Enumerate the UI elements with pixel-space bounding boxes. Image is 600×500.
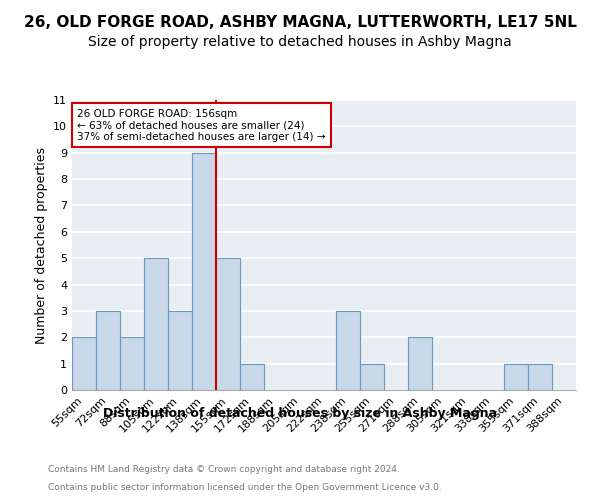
Text: Size of property relative to detached houses in Ashby Magna: Size of property relative to detached ho… (88, 35, 512, 49)
Bar (504, 364, 528, 390)
Bar (240, 364, 264, 390)
Bar (408, 338, 432, 390)
Bar (360, 364, 384, 390)
Bar (144, 258, 168, 390)
Text: 26 OLD FORGE ROAD: 156sqm
← 63% of detached houses are smaller (24)
37% of semi-: 26 OLD FORGE ROAD: 156sqm ← 63% of detac… (77, 108, 326, 142)
Bar (72, 338, 96, 390)
Text: Distribution of detached houses by size in Ashby Magna: Distribution of detached houses by size … (103, 408, 497, 420)
Text: Contains HM Land Registry data © Crown copyright and database right 2024.: Contains HM Land Registry data © Crown c… (48, 465, 400, 474)
Bar (168, 311, 192, 390)
Y-axis label: Number of detached properties: Number of detached properties (35, 146, 47, 344)
Bar (96, 311, 120, 390)
Bar (336, 311, 360, 390)
Text: 26, OLD FORGE ROAD, ASHBY MAGNA, LUTTERWORTH, LE17 5NL: 26, OLD FORGE ROAD, ASHBY MAGNA, LUTTERW… (23, 15, 577, 30)
Bar (216, 258, 240, 390)
Bar (528, 364, 552, 390)
Text: Contains public sector information licensed under the Open Government Licence v3: Contains public sector information licen… (48, 482, 442, 492)
Bar (192, 152, 216, 390)
Bar (120, 338, 144, 390)
